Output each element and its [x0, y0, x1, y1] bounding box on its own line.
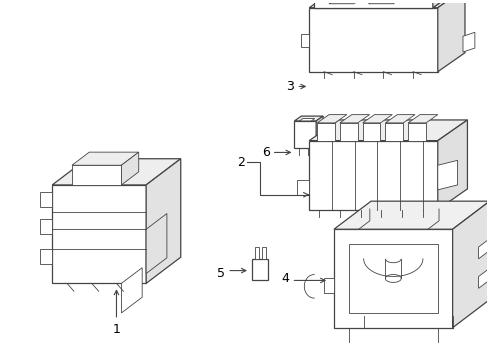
Polygon shape [309, 141, 438, 210]
Polygon shape [479, 268, 490, 288]
Polygon shape [40, 192, 52, 207]
Polygon shape [340, 114, 369, 123]
Polygon shape [463, 32, 475, 52]
Bar [255, 247, 259, 259]
Polygon shape [122, 268, 142, 313]
Polygon shape [309, 120, 467, 141]
Polygon shape [386, 123, 403, 141]
Polygon shape [314, 0, 433, 8]
Polygon shape [334, 229, 453, 328]
Polygon shape [314, 0, 460, 8]
Text: 2: 2 [237, 156, 245, 169]
Polygon shape [363, 114, 392, 123]
Polygon shape [301, 34, 309, 47]
Polygon shape [479, 239, 490, 259]
Text: 4: 4 [282, 272, 290, 285]
Polygon shape [368, 0, 407, 4]
Polygon shape [438, 160, 458, 190]
Polygon shape [72, 165, 122, 185]
Text: 6: 6 [262, 146, 270, 159]
Polygon shape [297, 180, 309, 195]
Polygon shape [40, 249, 52, 264]
Polygon shape [299, 118, 315, 121]
Polygon shape [453, 201, 490, 328]
Polygon shape [309, 8, 438, 72]
Polygon shape [146, 159, 181, 283]
Polygon shape [317, 114, 347, 123]
Text: 3: 3 [287, 80, 294, 93]
Polygon shape [349, 244, 438, 313]
Text: 1: 1 [113, 323, 121, 336]
Polygon shape [324, 278, 334, 293]
Polygon shape [294, 121, 316, 148]
Polygon shape [316, 116, 323, 148]
Polygon shape [40, 219, 52, 234]
Polygon shape [122, 152, 139, 185]
Polygon shape [294, 116, 323, 121]
Polygon shape [309, 0, 465, 8]
Polygon shape [72, 152, 139, 165]
Polygon shape [438, 120, 467, 210]
Polygon shape [146, 213, 167, 274]
Bar [252, 259, 268, 280]
Polygon shape [334, 201, 490, 229]
Polygon shape [408, 123, 426, 141]
Polygon shape [386, 114, 415, 123]
Text: 5: 5 [217, 267, 225, 280]
Polygon shape [329, 0, 368, 4]
Polygon shape [317, 123, 335, 141]
Polygon shape [433, 0, 460, 8]
Polygon shape [408, 114, 438, 123]
Polygon shape [340, 123, 358, 141]
Polygon shape [52, 185, 146, 283]
Polygon shape [52, 159, 181, 185]
Bar [262, 247, 266, 259]
Polygon shape [438, 0, 465, 72]
Polygon shape [363, 123, 380, 141]
